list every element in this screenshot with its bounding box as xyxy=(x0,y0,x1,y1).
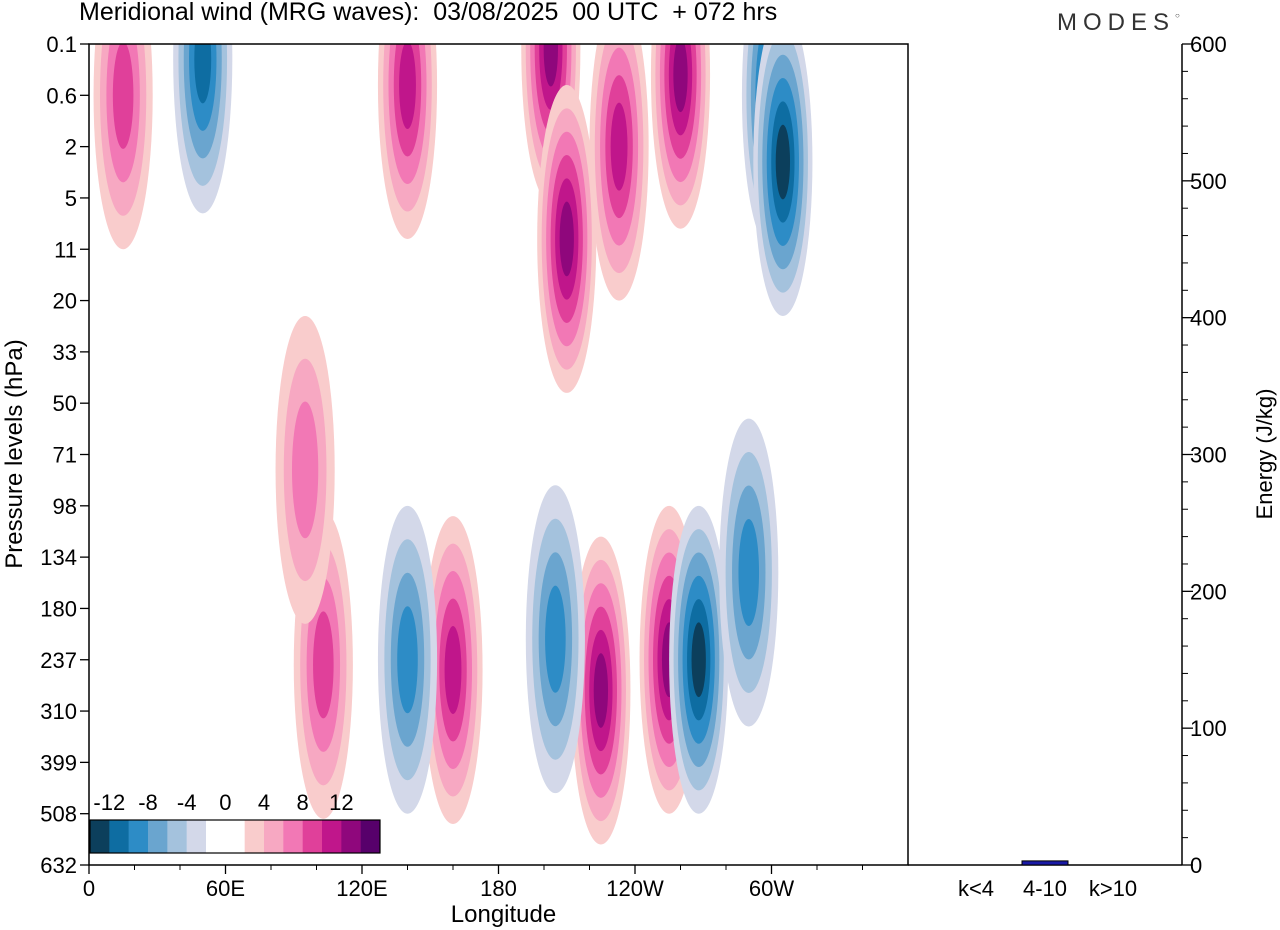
x-tick-label: 60E xyxy=(206,876,245,901)
y-tick-label: 508 xyxy=(40,802,77,827)
contour-band xyxy=(559,201,574,277)
x-tick-label: 120W xyxy=(606,876,664,901)
contour-feature xyxy=(377,505,438,814)
colorbar-swatch xyxy=(360,820,381,853)
y-tick-label: 237 xyxy=(40,648,77,673)
colorbar-swatch xyxy=(206,820,226,853)
colorbar-label: 8 xyxy=(297,790,309,815)
colorbar-frame xyxy=(89,819,381,854)
y-tick-label: 180 xyxy=(40,596,77,621)
y-tick-label: 33 xyxy=(53,340,77,365)
contour-feature xyxy=(589,44,649,301)
colorbar-swatch xyxy=(128,820,149,853)
colorbar-swatch xyxy=(264,820,284,853)
y-tick-label: 5 xyxy=(65,186,77,211)
heatmap-field xyxy=(89,44,908,865)
colorbar-swatch xyxy=(283,820,303,853)
contour-feature xyxy=(719,418,779,727)
heatmap-axes: 0.1 0.6 2 5 11 20 33 50 71 98 134 180 237 310 399 508 63… xyxy=(1,32,909,928)
contour-band xyxy=(194,44,212,104)
contour-band xyxy=(112,44,134,149)
logo-text: MODES xyxy=(1057,9,1176,36)
y-tick-label: 98 xyxy=(53,494,77,519)
y-tick-label: 310 xyxy=(40,699,77,724)
energy-category-label: k<4 xyxy=(958,876,994,901)
contour-feature xyxy=(275,315,335,624)
y-tick-label: 0.6 xyxy=(46,83,77,108)
contour-band xyxy=(545,585,566,693)
contour-band xyxy=(738,518,760,627)
y-tick-label: 134 xyxy=(40,545,77,570)
colorbar-label: -8 xyxy=(138,790,158,815)
y-tick-label: 20 xyxy=(53,289,77,314)
contour-feature xyxy=(525,485,585,794)
contour-feature xyxy=(571,536,631,845)
x-tick-label: 180 xyxy=(480,876,517,901)
colorbar-label: 4 xyxy=(258,790,270,815)
energy-tick-label: 100 xyxy=(1190,716,1227,741)
energy-category-label: k>10 xyxy=(1089,876,1137,901)
colorbar: -12 -8 -4 0 4 8 12 xyxy=(89,790,381,854)
colorbar-label: -12 xyxy=(93,790,125,815)
energy-tick-label: 0 xyxy=(1190,853,1202,878)
y-tick-label: 71 xyxy=(53,443,77,468)
energy-bar xyxy=(1021,860,1069,866)
colorbar-swatch xyxy=(225,820,245,853)
y-tick-label: 399 xyxy=(40,750,77,775)
colorbar-swatch xyxy=(186,820,207,853)
contour-feature xyxy=(173,44,233,214)
contour-band xyxy=(313,611,334,719)
contour-feature xyxy=(650,44,711,229)
colorbar-label: 12 xyxy=(329,790,353,815)
colorbar-label: 0 xyxy=(219,790,231,815)
contour-feature xyxy=(93,44,153,250)
colorbar-swatch xyxy=(109,820,129,853)
colorbar-swatch xyxy=(167,820,187,853)
colorbar-swatch xyxy=(148,820,168,853)
y-tick-label: 632 xyxy=(40,853,77,878)
colorbar-label: -4 xyxy=(177,790,197,815)
y-tick-label: 50 xyxy=(53,391,77,416)
colorbar-swatch xyxy=(244,820,265,853)
energy-category-label: 4-10 xyxy=(1023,876,1067,901)
energy-tick-label: 600 xyxy=(1190,32,1227,57)
energy-tick-label: 300 xyxy=(1190,443,1227,468)
contour-band xyxy=(593,653,609,728)
y-tick-label: 11 xyxy=(54,237,77,262)
y-axis-label: Pressure levels (hPa) xyxy=(1,339,28,568)
contour-band xyxy=(691,622,706,698)
contour-feature xyxy=(753,44,813,316)
modes-logo: MODES○ xyxy=(1057,9,1180,36)
contour-band xyxy=(543,44,558,87)
energy-axis-label: Energy (J/kg) xyxy=(1252,389,1277,520)
y-tick-label: 0.1 xyxy=(46,32,77,57)
x-tick-label: 0 xyxy=(83,876,95,901)
contour-band xyxy=(397,606,418,714)
x-tick-label: 60W xyxy=(749,876,794,901)
energy-axes: 0 100 200 300 400 500 600 Energy (J/kg) k<4 4-10 k… xyxy=(908,32,1277,901)
contour-feature xyxy=(377,44,438,239)
colorbar-swatch xyxy=(341,820,361,853)
contour-feature xyxy=(537,85,597,393)
chart-title: Meridional wind (MRG waves): 03/08/2025 … xyxy=(79,0,778,26)
contour-band xyxy=(444,626,462,714)
x-axis-label: Longitude xyxy=(451,901,556,928)
energy-tick-label: 400 xyxy=(1190,306,1227,331)
contour-band xyxy=(291,401,319,539)
x-tick-label: 120E xyxy=(336,876,387,901)
colorbar-swatch xyxy=(322,820,342,853)
contour-feature xyxy=(669,505,729,814)
y-tick-label: 2 xyxy=(65,135,77,160)
contour-feature xyxy=(423,516,483,824)
contour-band xyxy=(673,44,688,113)
energy-tick-label: 500 xyxy=(1190,169,1227,194)
energy-tick-label: 200 xyxy=(1190,579,1227,604)
contour-band xyxy=(399,44,416,130)
contour-band xyxy=(775,124,791,200)
contour-band xyxy=(610,102,628,191)
colorbar-swatch xyxy=(302,820,323,853)
colorbar-swatch xyxy=(90,820,110,853)
